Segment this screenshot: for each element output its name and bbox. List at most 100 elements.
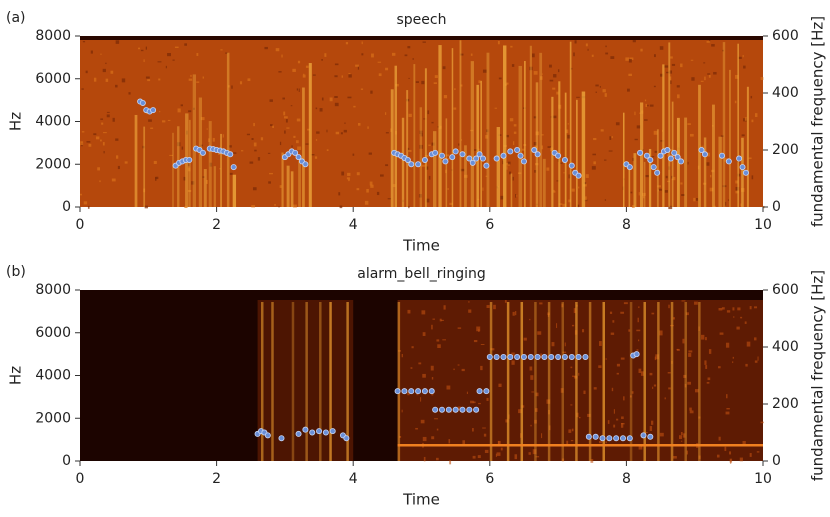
spectrogram-noise	[459, 53, 464, 56]
spectrogram-stripe	[329, 302, 332, 461]
spectrogram-noise	[498, 383, 502, 388]
spectrogram-stripe	[480, 80, 482, 207]
spectrogram-noise	[283, 111, 286, 116]
spectrogram-noise	[718, 366, 721, 369]
spectrogram-noise	[269, 99, 273, 102]
spectrogram-noise	[540, 353, 543, 359]
spectrogram-noise	[563, 172, 565, 174]
spectrogram-noise	[321, 59, 323, 61]
spectrogram-noise	[209, 162, 213, 167]
spectrogram-noise	[561, 458, 565, 462]
spectrogram-noise	[652, 386, 654, 389]
spectrogram-noise	[172, 59, 175, 61]
chart-title: speech	[397, 12, 447, 28]
spectrogram-noise	[582, 329, 585, 333]
spectrogram-noise	[335, 131, 340, 135]
spectrogram-noise	[599, 341, 602, 346]
spectrogram-noise	[735, 180, 739, 184]
f0-point	[415, 161, 422, 168]
spectrogram-noise	[200, 117, 205, 121]
spectrogram-stripe	[656, 129, 659, 207]
spectrogram-stripe	[486, 52, 490, 208]
spectrogram-stripe	[581, 91, 586, 207]
spectrogram-noise	[557, 69, 560, 73]
spectrogram-noise	[694, 389, 699, 393]
spectrogram-stripe	[172, 132, 174, 207]
spectrogram-noise	[567, 123, 569, 125]
spectrogram-noise	[105, 78, 109, 82]
spectrogram-noise	[297, 60, 301, 64]
spectrogram-noise	[446, 158, 450, 161]
spectrogram-noise	[722, 49, 724, 52]
spectrogram-noise	[514, 311, 517, 316]
f0-point	[493, 155, 500, 162]
spectrogram-noise	[585, 43, 588, 47]
spectrogram-noise	[510, 45, 513, 48]
spectrogram-noise	[735, 190, 739, 194]
spectrogram-noise	[605, 358, 607, 360]
spectrogram-noise	[578, 186, 580, 189]
spectrogram-stripe	[712, 104, 715, 207]
spectrogram-noise	[184, 206, 188, 209]
f0-point	[428, 388, 435, 395]
spectrogram-noise	[653, 384, 657, 387]
f0-point	[507, 148, 514, 155]
spectrogram-noise	[460, 139, 462, 141]
spectrogram-noise	[651, 420, 654, 425]
spectrogram-noise	[505, 82, 509, 85]
spectrogram-noise	[571, 188, 575, 192]
spectrogram-noise	[117, 165, 120, 170]
spectrogram-noise	[732, 361, 734, 364]
spectrogram-noise	[529, 366, 533, 371]
spectrogram-noise	[757, 356, 759, 361]
x-tick-label: 0	[76, 217, 85, 233]
spectrogram-noise	[282, 97, 285, 100]
spectrogram-noise	[638, 192, 640, 196]
f0-point	[585, 433, 592, 440]
f0-point	[575, 353, 582, 360]
spectrogram-noise	[628, 329, 631, 332]
spectrogram-noise	[426, 198, 430, 203]
spectrogram-noise	[392, 184, 396, 188]
spectrogram-noise	[353, 105, 356, 108]
spectrogram-noise	[535, 456, 540, 458]
spectrogram-noise	[689, 410, 694, 414]
f0-point	[309, 429, 316, 436]
x-tick-label: 10	[754, 217, 772, 233]
spectrogram-noise	[550, 116, 552, 118]
spectrogram-noise	[222, 134, 224, 138]
spectrogram-noise	[640, 371, 644, 376]
f0-point	[278, 435, 285, 442]
spectrogram-noise	[303, 73, 305, 76]
spectrogram-noise	[516, 195, 518, 197]
spectrogram-stripe	[451, 48, 454, 207]
spectrogram-noise	[124, 161, 128, 164]
spectrogram-noise	[470, 53, 473, 56]
spectrogram-noise	[562, 351, 567, 354]
spectrogram-noise	[668, 304, 670, 309]
spectrogram-noise	[610, 332, 615, 335]
spectrogram-noise	[576, 96, 580, 98]
f0-point	[719, 152, 726, 159]
spectrogram-stripe	[208, 121, 212, 207]
spectrogram-noise	[698, 455, 701, 459]
spectrogram-noise	[274, 204, 276, 206]
f0-point	[531, 146, 538, 153]
spectrogram-noise	[348, 73, 351, 75]
f0-point	[568, 162, 575, 169]
f0-point	[561, 156, 568, 163]
spectrogram-noise	[212, 137, 215, 142]
spectrogram-noise	[709, 187, 714, 192]
spectrogram-noise	[477, 455, 481, 459]
spectrogram-noise	[577, 204, 580, 208]
spectrogram-noise	[515, 193, 517, 198]
spectrogram-noise	[101, 122, 104, 125]
spectrogram-noise	[196, 53, 199, 56]
f0-point	[292, 149, 299, 156]
spectrogram-noise	[567, 134, 571, 139]
spectrogram-noise	[628, 58, 632, 63]
spectrogram-noise	[623, 302, 628, 305]
spectrogram-noise	[346, 177, 350, 180]
spectrogram-noise	[176, 142, 181, 147]
spectrogram-noise	[105, 62, 107, 65]
